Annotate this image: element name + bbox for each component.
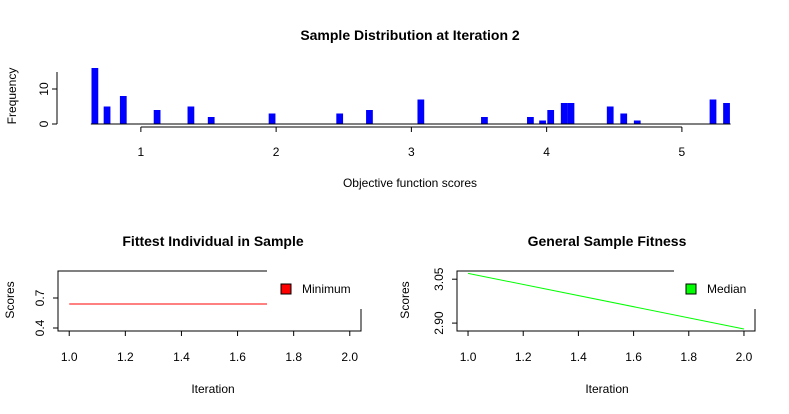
histogram-bar [103, 106, 111, 124]
histogram-bar [268, 113, 276, 124]
histogram-bar [567, 103, 575, 124]
histogram-bar [633, 120, 641, 124]
histogram-bar [723, 103, 730, 124]
y-tick-label: 2.90 [432, 311, 446, 335]
x-tick-label: 1.4 [570, 350, 587, 364]
y-tick-label: 0.4 [33, 319, 47, 336]
histogram-bar [560, 103, 568, 124]
x-tick-label: 2.0 [736, 350, 753, 364]
histogram-bar [119, 96, 127, 124]
x-tick-label: 1.0 [460, 350, 477, 364]
x-tick-label: 1 [138, 145, 145, 159]
x-tick-label: 1.4 [173, 350, 190, 364]
histogram-bar [547, 110, 555, 124]
fittest-individual-panel: Fittest Individual in Sample Minimum 1.0 1.… [3, 233, 363, 396]
x-tick-label: 1.2 [117, 350, 134, 364]
histogram-bar [620, 113, 628, 124]
y-tick-label: 3.05 [432, 267, 446, 291]
x-axis-label: Objective function scores [343, 176, 477, 190]
y-tick-label: 0 [37, 120, 51, 127]
chart-title: Fittest Individual in Sample [122, 233, 303, 249]
x-tick-label: 2.0 [341, 350, 358, 364]
y-axis-label: Scores [398, 281, 412, 318]
y-axis-label: Scores [3, 281, 17, 318]
legend-label: Minimum [302, 282, 351, 296]
histogram-bar [366, 110, 373, 124]
histogram-panel: Sample Distribution at Iteration 2 1 2 3 4 5 O… [5, 27, 731, 190]
x-tick-label: 1.8 [285, 350, 302, 364]
histogram-bar [336, 113, 344, 124]
x-tick-label: 2 [273, 145, 280, 159]
x-tick-label: 5 [679, 145, 686, 159]
x-tick-label: 1.2 [515, 350, 532, 364]
y-tick-label: 0.7 [33, 289, 47, 306]
x-tick-label: 1.8 [680, 350, 697, 364]
x-tick-label: 3 [408, 145, 415, 159]
chart-title: General Sample Fitness [528, 233, 687, 249]
x-tick-label: 1.0 [61, 350, 78, 364]
histogram-bar [207, 117, 215, 124]
histogram-bar [709, 99, 717, 124]
histogram-bar [481, 117, 488, 124]
legend-label: Median [707, 282, 746, 296]
histogram-bar [527, 117, 534, 124]
histogram-bar [91, 68, 99, 124]
histogram-bar [417, 99, 425, 124]
y-tick-label: 10 [37, 82, 51, 96]
x-tick-label: 1.6 [229, 350, 246, 364]
histogram-bar [606, 106, 614, 124]
series-line [467, 272, 745, 330]
chart-title: Sample Distribution at Iteration 2 [300, 27, 520, 43]
x-tick-label: 1.6 [625, 350, 642, 364]
y-axis-label: Frequency [5, 68, 19, 125]
x-axis-label: Iteration [191, 382, 234, 396]
histogram-bar [539, 120, 546, 124]
general-sample-fitness-panel: General Sample Fitness Median 1.0 1.2 1.4 1.6… [398, 233, 757, 396]
histogram-bar [187, 106, 195, 124]
legend-swatch [685, 283, 697, 295]
legend-swatch [280, 283, 292, 295]
x-axis-label: Iteration [585, 382, 628, 396]
histogram-bar [153, 110, 161, 124]
x-tick-label: 4 [543, 145, 550, 159]
